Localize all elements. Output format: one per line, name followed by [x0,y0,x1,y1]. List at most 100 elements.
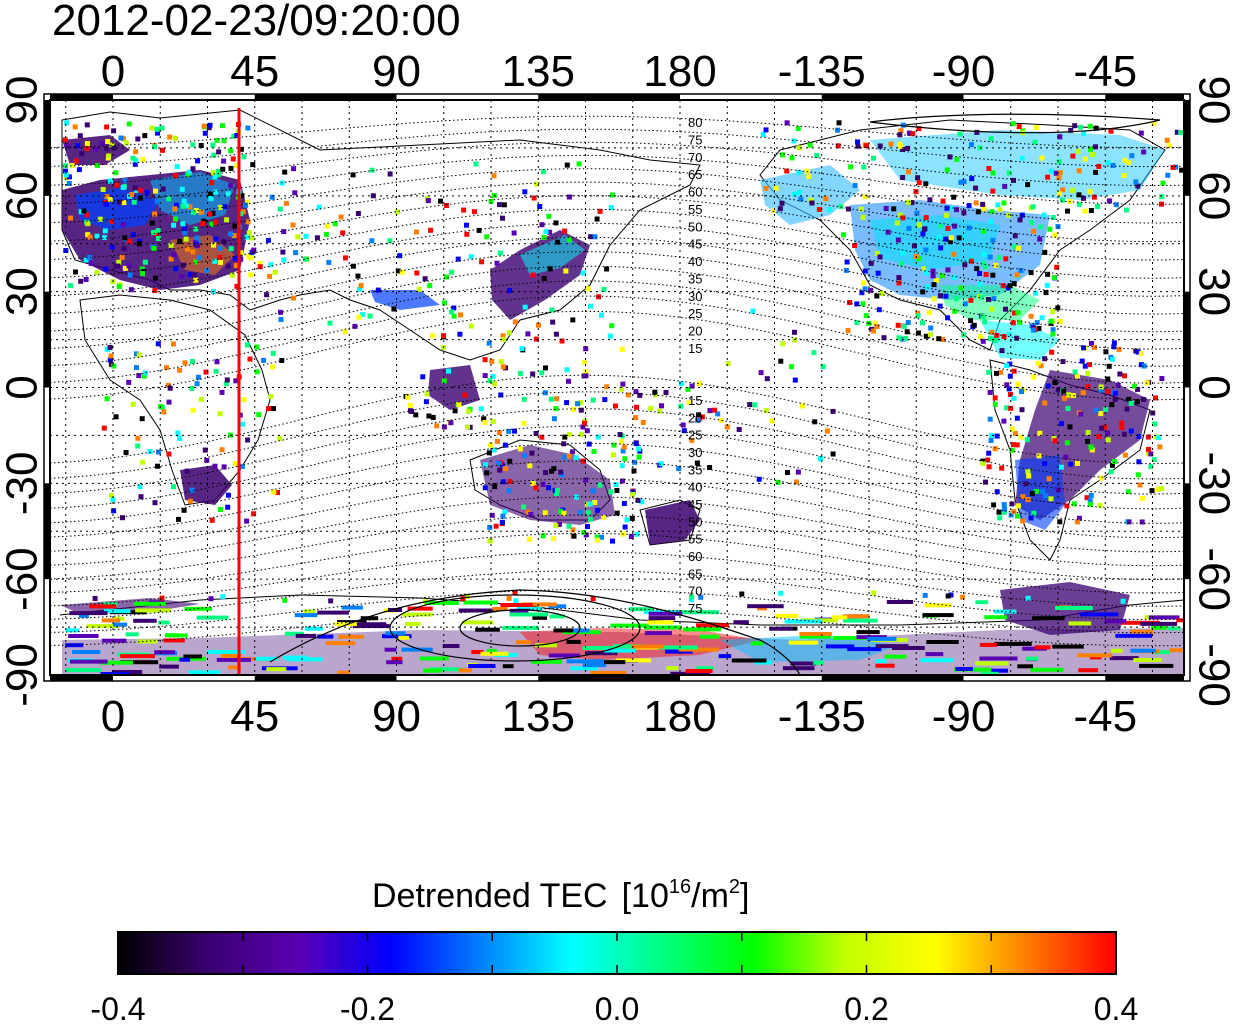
tec-pixel [607,333,613,339]
tec-pixel [581,529,587,535]
tec-pixel [530,480,536,486]
tec-pixel [246,230,252,236]
tec-pixel [996,255,1002,261]
tec-pixel [238,250,244,256]
tec-pixel [209,221,215,227]
tec-pixel [102,235,107,240]
colorbar-tick-label: 0.0 [595,991,639,1024]
lon-tick-label-top: 135 [502,47,575,96]
tec-pixel [952,223,958,229]
tec-pixel [316,204,322,210]
tec-pixel [1015,381,1021,387]
tec-pixel [213,368,219,374]
tec-pixel [988,136,994,142]
tec-pixel [986,166,992,171]
tec-pixel [1031,327,1037,333]
tec-pixel [1173,164,1179,170]
tec-pixel [220,123,225,129]
tec-pixel [991,296,997,302]
tec-pixel [989,306,995,312]
tec-pixel [112,622,128,627]
frame-bar-right [1184,291,1190,388]
tec-pixel [527,536,533,542]
tec-pixel [107,357,113,363]
tec-pixel [204,267,210,273]
tec-pixel [1001,509,1007,515]
tec-pixel [718,654,732,659]
tec-pixel [1047,226,1053,232]
tec-pixel [652,389,658,395]
tec-pixel [407,402,413,408]
tec-pixel [1088,208,1094,213]
tec-pixel [385,631,406,636]
tec-pixel [874,324,880,329]
contour-label: 45 [688,237,702,252]
tec-pixel [551,466,557,472]
tec-pixel [84,146,90,152]
tec-pixel [570,317,576,323]
tec-pixel [1036,453,1042,459]
tec-pixel [356,314,362,320]
tec-pixel [961,210,967,216]
tec-pixel [788,640,819,645]
tec-pixel [63,168,68,174]
tec-pixel [824,428,830,434]
tec-pixel [980,461,986,466]
tec-pixel [608,489,614,495]
tec-pixel [820,364,826,370]
tec-pixel [464,222,469,228]
tec-pixel [295,633,316,638]
tec-pixel [696,623,729,628]
tec-pixel [566,237,572,243]
tec-pixel [220,594,226,600]
contour-line [50,374,1184,465]
tec-pixel [578,407,584,413]
tec-pixel [394,209,400,215]
tec-pixel [272,269,278,275]
tec-pixel [251,247,257,253]
tec-pixel [604,266,610,272]
colorbar-tick-labels: -0.4 -0.2 0.0 0.2 0.4 [90,991,1138,1024]
tec-pixel [497,202,502,208]
tec-pixel [244,342,250,348]
lon-tick-label-bottom: 90 [372,692,421,741]
tec-pixel [473,161,479,167]
tec-pixel [128,287,134,293]
tec-pixel [158,620,170,625]
colorbar-unit-exponent-2: 2 [728,876,741,898]
tec-pixel [458,668,473,673]
tec-pixel [522,602,557,607]
tec-pixel [990,170,996,176]
tec-pixel [100,187,106,192]
tec-pixel [1176,618,1184,623]
tec-pixel [68,215,73,221]
frame-bar-left [44,483,50,580]
tec-pixel [507,479,513,485]
tec-pixel [1155,486,1161,492]
tec-pixel [818,456,824,462]
tec-pixel [875,270,881,276]
tec-pixel [1050,331,1056,337]
tec-pixel [221,464,227,470]
tec-pixel [483,462,489,468]
tec-pixel [562,228,568,234]
tec-pixel [906,130,912,136]
map-plot-area [50,100,1184,675]
tec-pixel [75,143,81,149]
tec-pixel [500,603,533,607]
tec-pixel [999,465,1005,471]
tec-pixel [127,272,133,278]
tec-pixel [268,262,274,268]
tec-pixel [154,650,176,655]
tec-pixel [1121,431,1127,437]
tec-pixel [808,197,814,203]
tec-pixel [596,294,601,300]
tec-pixel [72,124,78,130]
contour-label: 40 [688,254,702,269]
frame-bar-left [44,291,50,388]
tec-pixel [949,205,955,211]
tec-pixel [1109,402,1115,408]
tec-pixel [551,416,557,422]
tec-pixel [1072,123,1078,129]
tec-pixel [1140,621,1178,626]
